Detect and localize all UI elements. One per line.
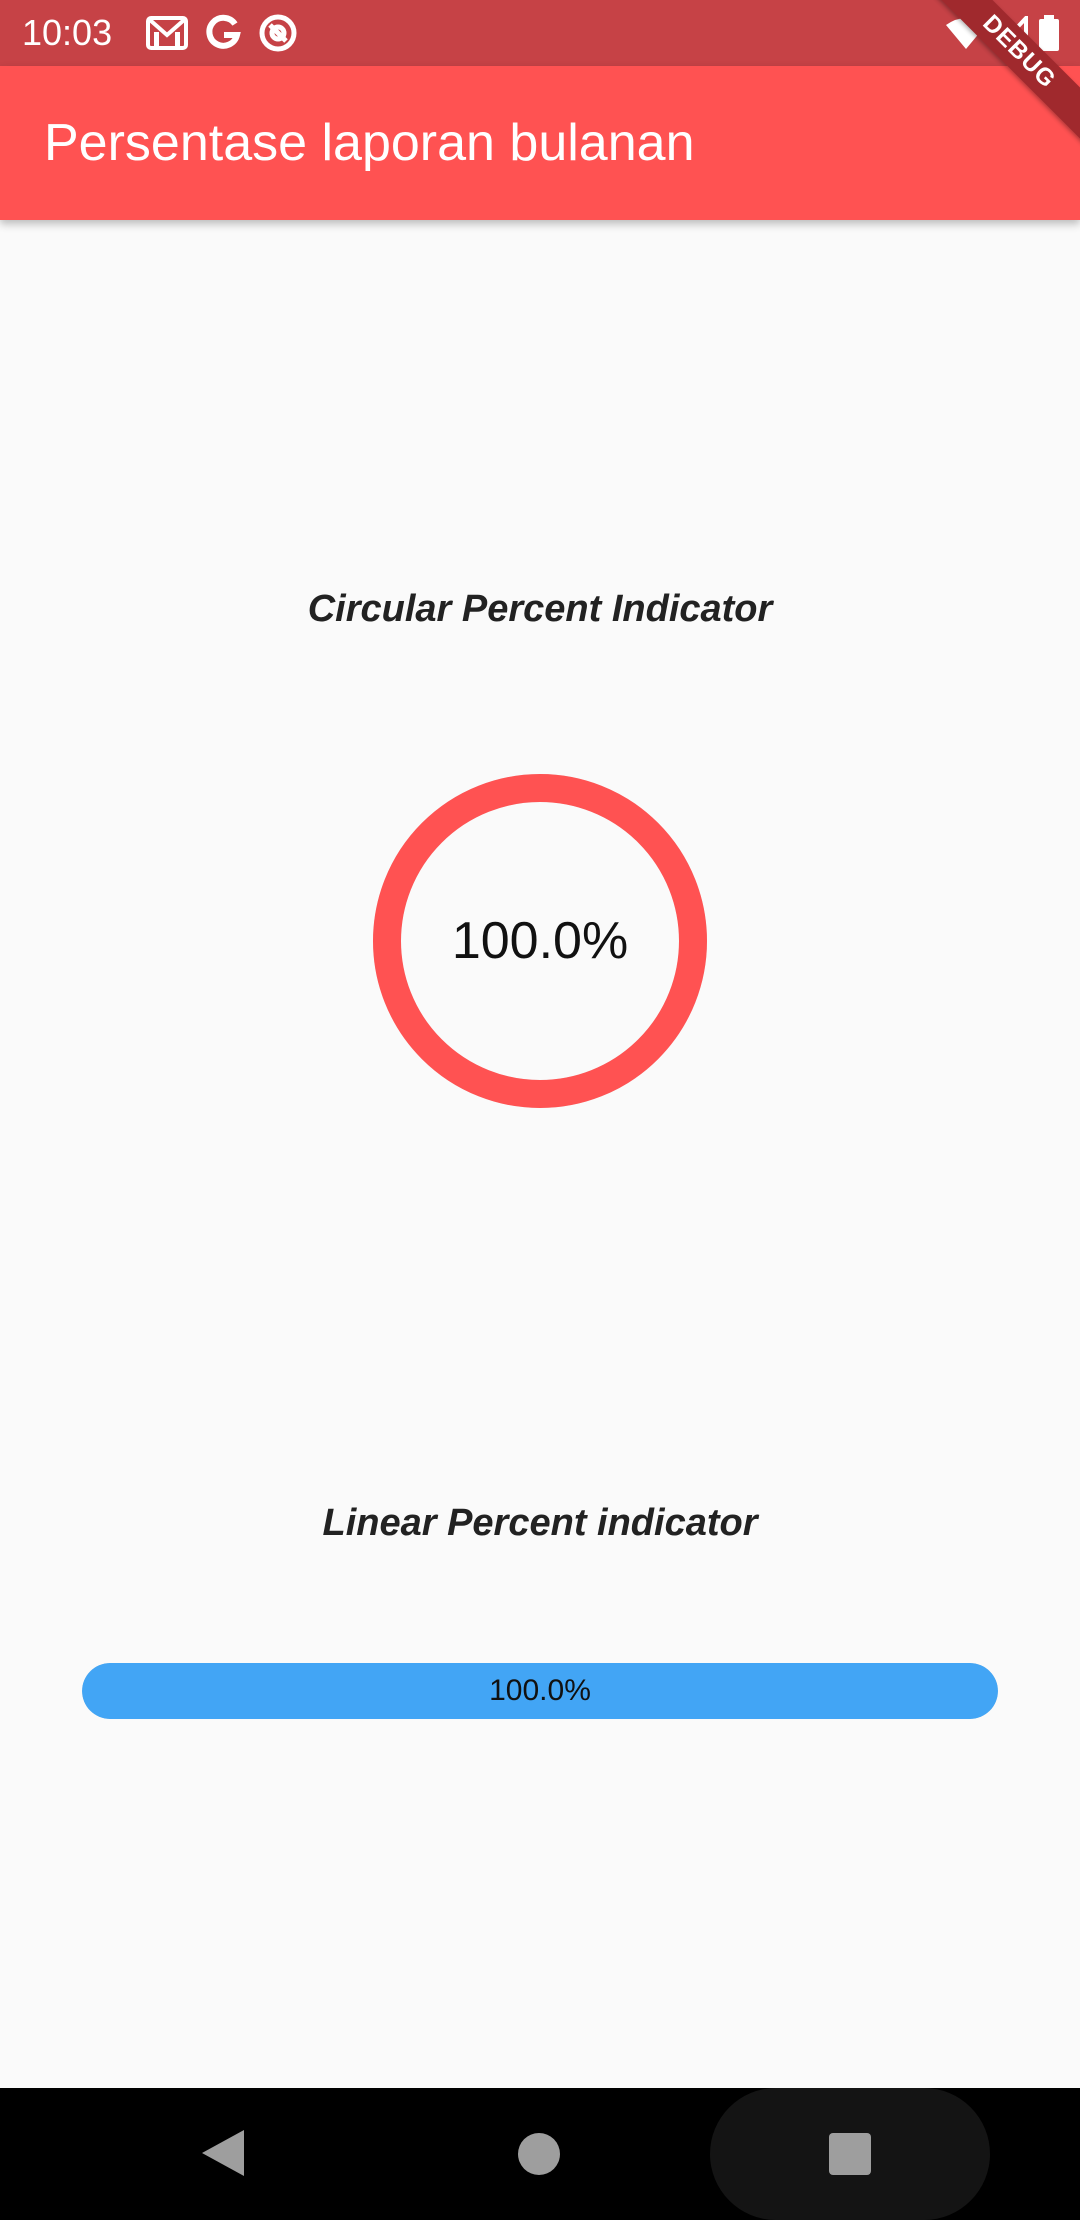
battery-icon (1038, 15, 1060, 51)
at-sign-icon (258, 13, 298, 53)
circular-indicator-title: Circular Percent Indicator (307, 588, 773, 630)
gmail-icon (146, 16, 188, 50)
circular-percent-label: 100.0% (451, 912, 629, 970)
status-time: 10:03 (22, 12, 113, 53)
google-icon (204, 14, 242, 52)
app-bar: Persentase laporan bulanan (0, 66, 1080, 220)
navigation-bar (0, 2088, 1080, 2220)
home-icon[interactable] (518, 2133, 560, 2175)
circular-percent-indicator: 100.0% (373, 774, 707, 1108)
notification-icons (146, 12, 298, 54)
linear-percent-indicator: 100.0% (82, 1663, 998, 1719)
circular-progress-ring (373, 774, 707, 1108)
back-icon[interactable] (200, 2128, 246, 2183)
debug-label: DEBUG (924, 0, 1080, 147)
page-title: Persentase laporan bulanan (44, 114, 695, 172)
circular-progress-arc (373, 774, 707, 1108)
recents-icon[interactable] (829, 2133, 871, 2175)
status-bar: 10:03 (0, 0, 1080, 66)
linear-percent-label: 100.0% (489, 1674, 591, 1707)
debug-banner: DEBUG (920, 0, 1080, 160)
linear-indicator-title: Linear Percent indicator (322, 1502, 758, 1544)
linear-progress-fill (82, 1663, 998, 1719)
